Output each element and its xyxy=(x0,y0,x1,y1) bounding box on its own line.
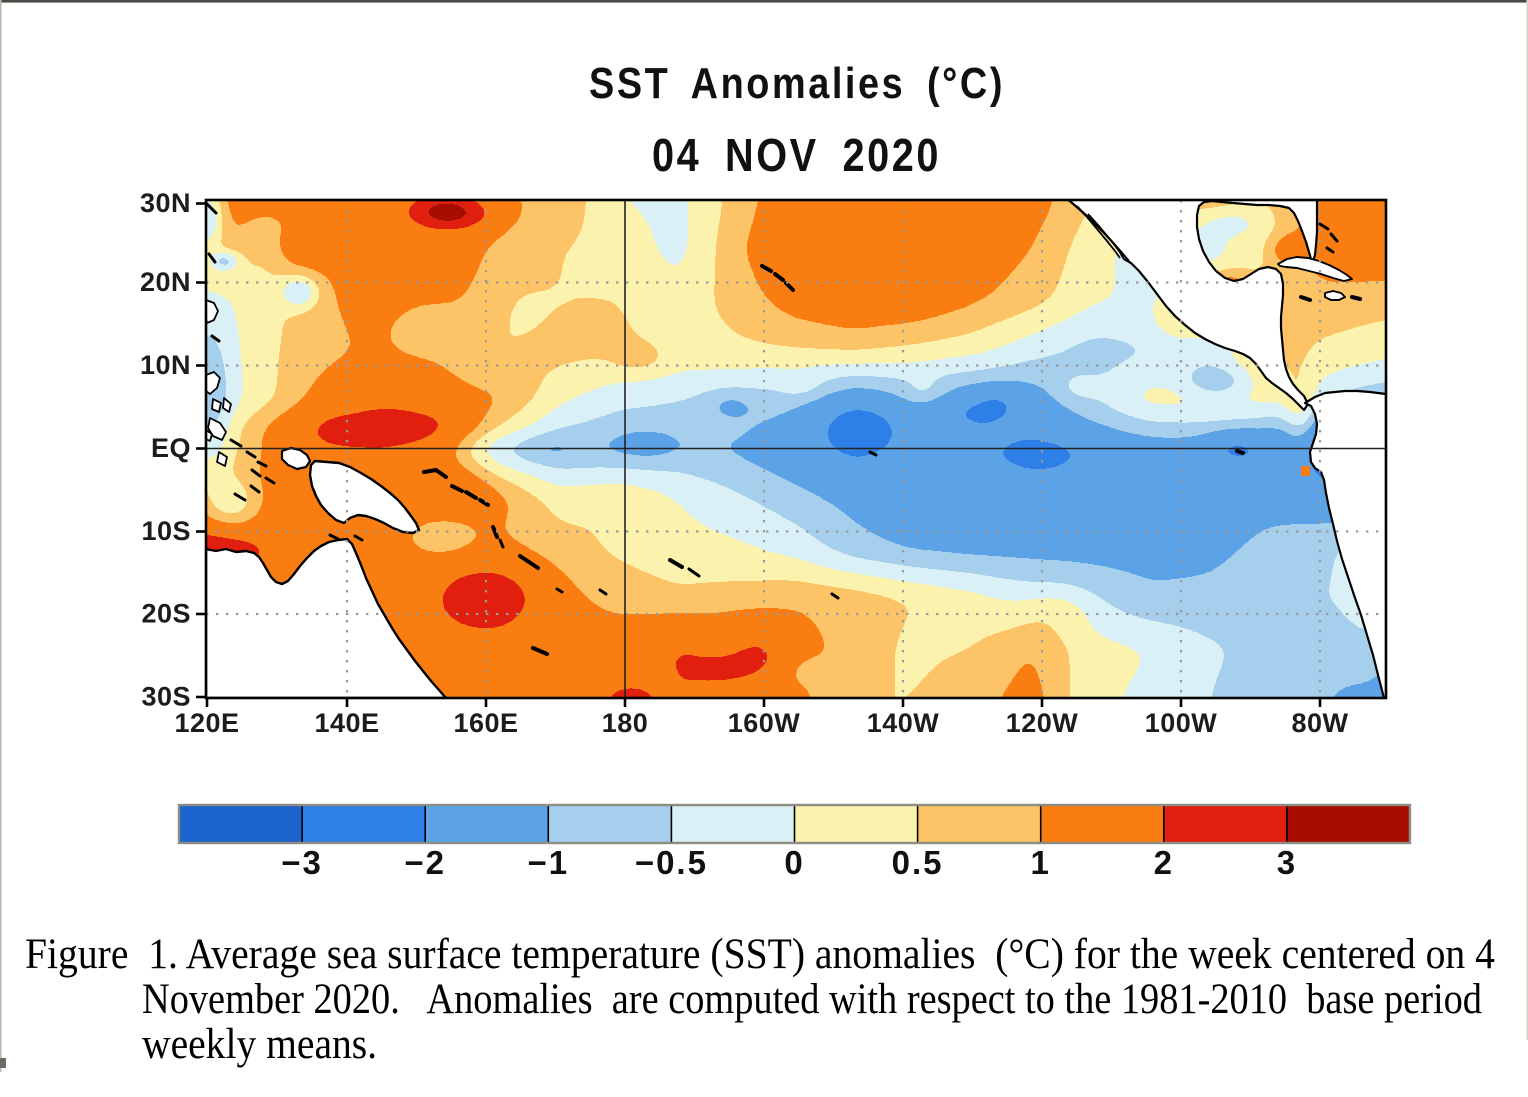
svg-text:80W: 80W xyxy=(1291,708,1348,738)
svg-text:0: 0 xyxy=(784,844,804,881)
svg-text:30N: 30N xyxy=(140,188,191,218)
svg-text:100W: 100W xyxy=(1145,708,1218,738)
svg-text:2: 2 xyxy=(1154,844,1174,881)
svg-text:120W: 120W xyxy=(1006,708,1079,738)
svg-text:120E: 120E xyxy=(174,708,239,738)
svg-text:−1: −1 xyxy=(527,844,569,881)
svg-text:10S: 10S xyxy=(141,516,191,546)
svg-text:140W: 140W xyxy=(867,708,940,738)
svg-text:1: 1 xyxy=(1031,844,1051,881)
svg-text:160W: 160W xyxy=(728,708,801,738)
svg-text:SST Anomalies (°C): SST Anomalies (°C) xyxy=(589,59,1005,108)
svg-text:0.5: 0.5 xyxy=(892,844,944,881)
svg-text:−3: −3 xyxy=(281,844,323,881)
svg-text:30S: 30S xyxy=(141,682,191,712)
svg-text:10N: 10N xyxy=(140,350,191,380)
svg-text:180: 180 xyxy=(602,708,649,738)
svg-text:20S: 20S xyxy=(141,599,191,629)
svg-text:140E: 140E xyxy=(314,708,379,738)
svg-text:20N: 20N xyxy=(140,267,191,297)
svg-text:160E: 160E xyxy=(453,708,518,738)
svg-text:−0.5: −0.5 xyxy=(635,844,708,881)
svg-text:04 NOV 2020: 04 NOV 2020 xyxy=(652,129,941,181)
svg-text:−2: −2 xyxy=(404,844,446,881)
svg-text:EQ: EQ xyxy=(151,433,191,463)
svg-text:3: 3 xyxy=(1277,844,1297,881)
